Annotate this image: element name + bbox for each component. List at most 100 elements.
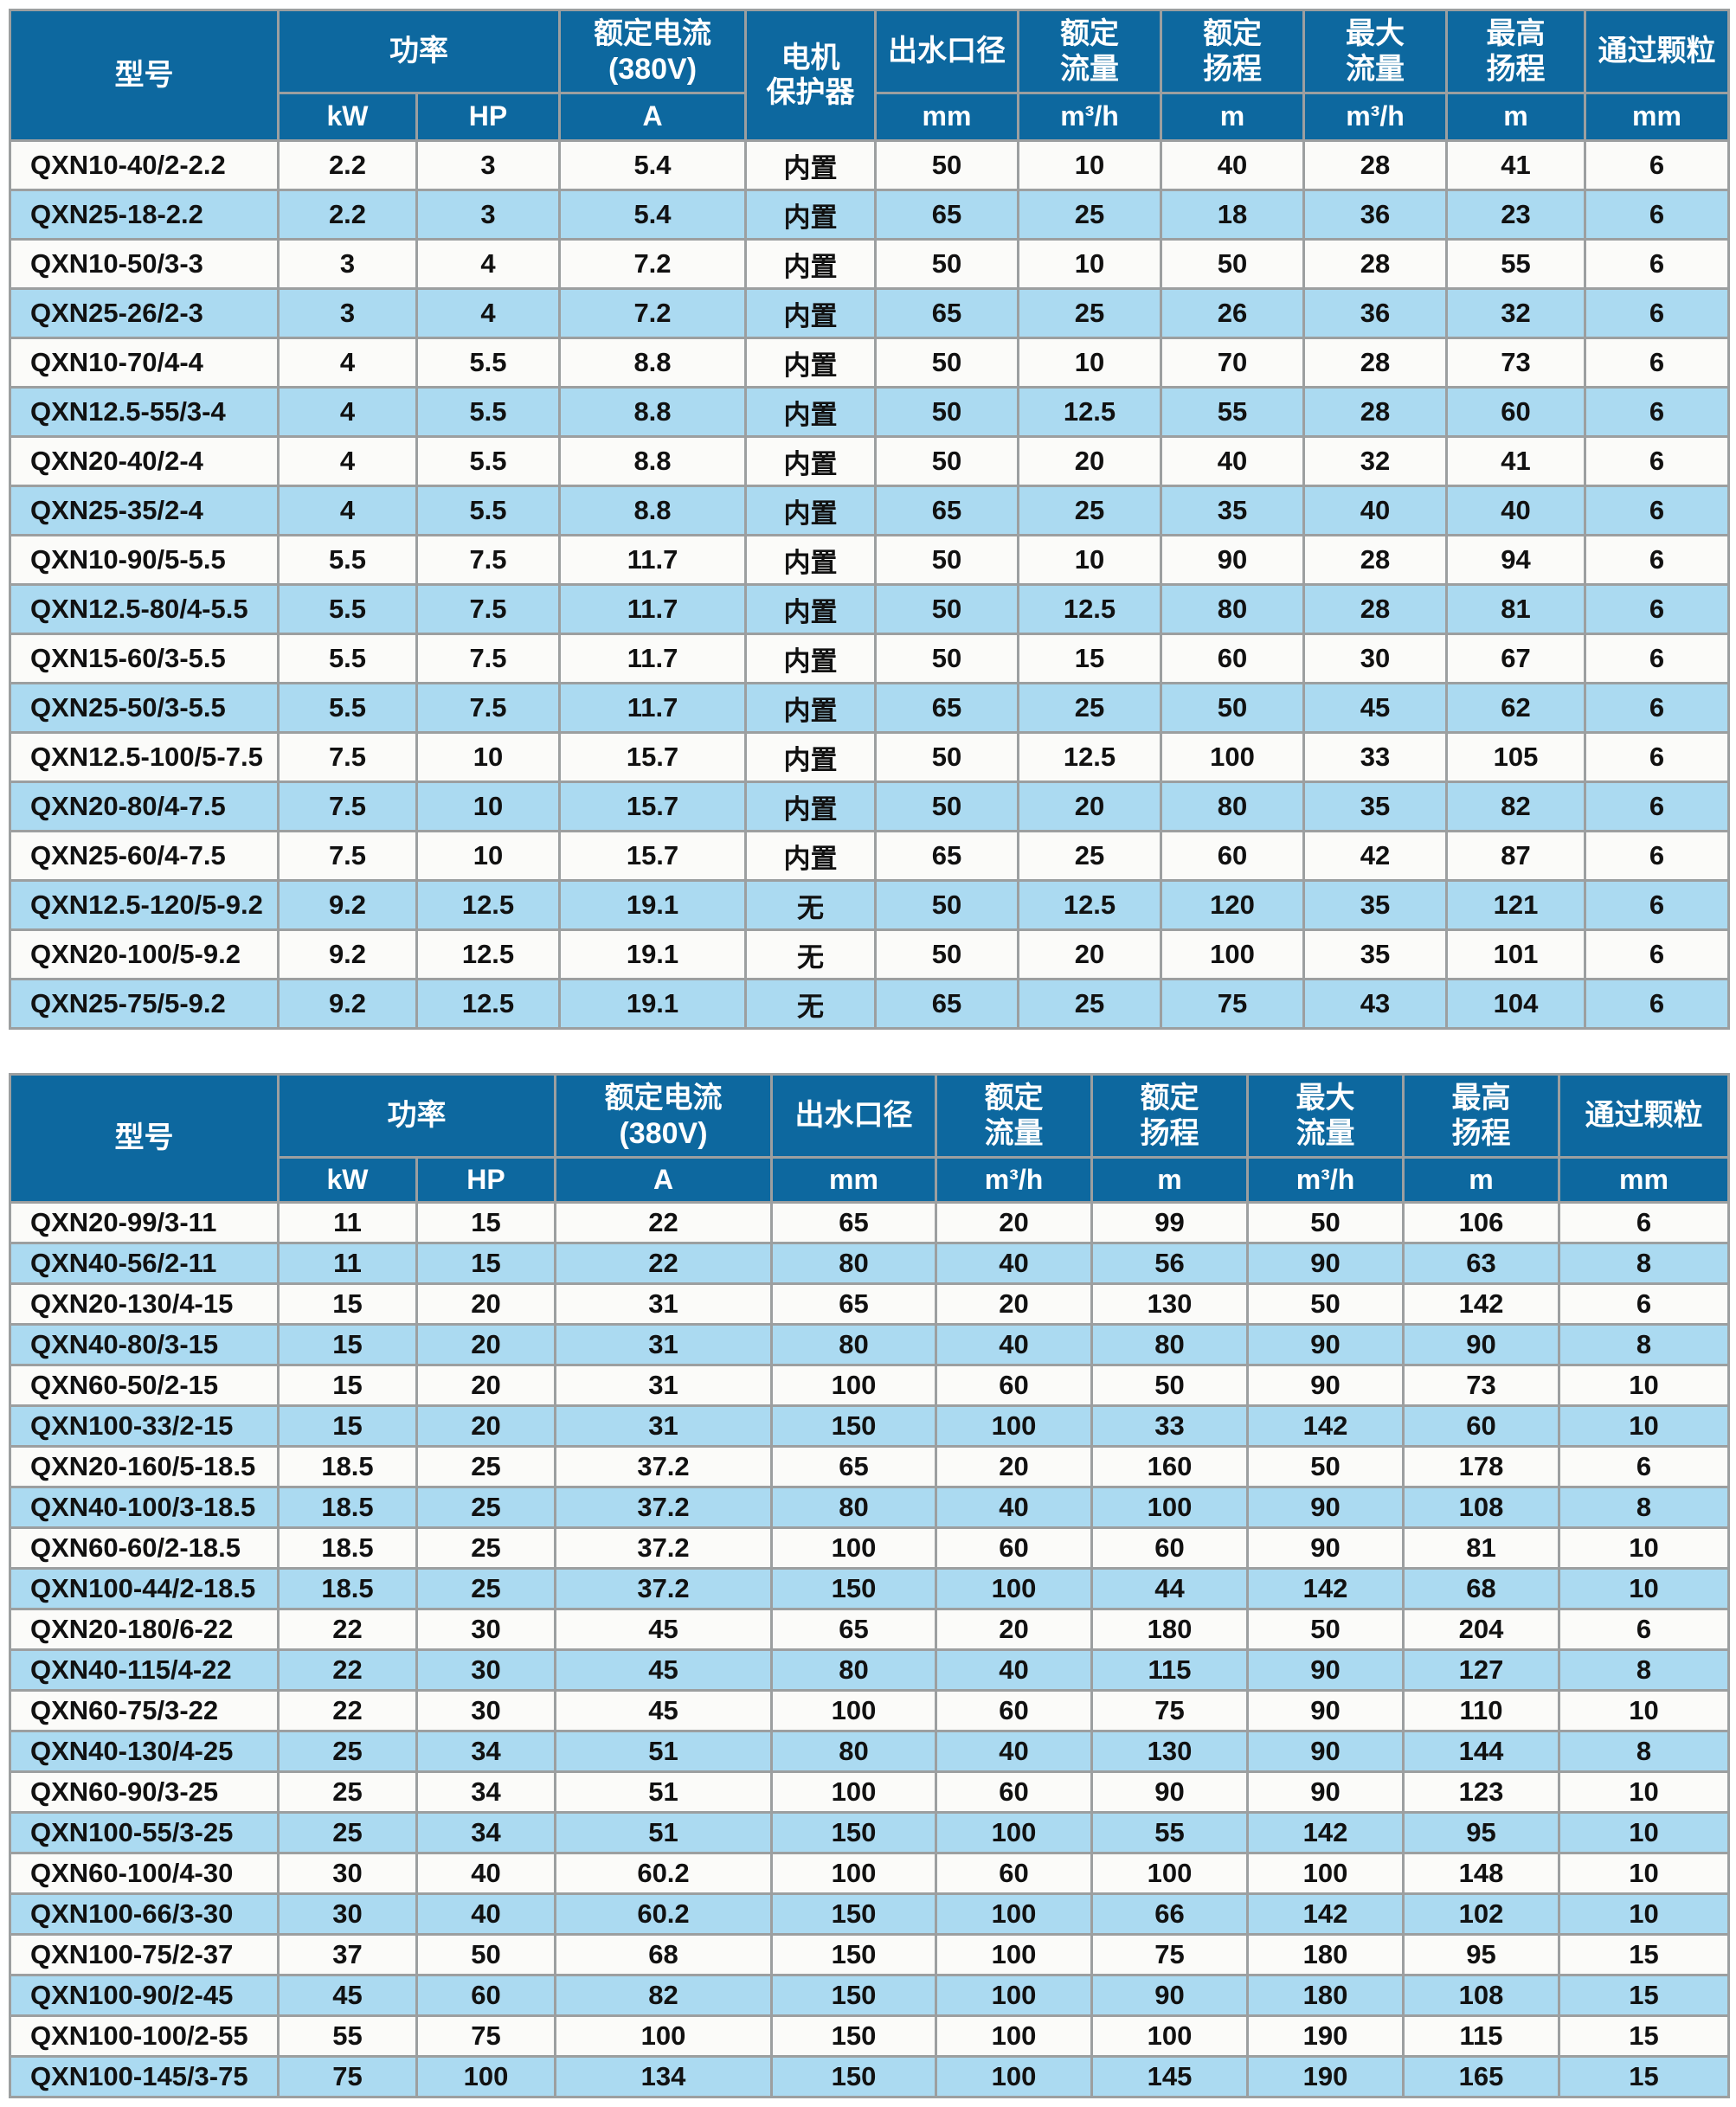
value-cell: 44 <box>1090 1567 1249 1610</box>
model-cell: QXN40-115/4-22 <box>9 1648 280 1692</box>
table-row: QXN60-90/3-25 25 34 51 100 60 90 90 123 10 <box>9 1770 1730 1814</box>
value-cell: 30 <box>415 1648 556 1692</box>
value-cell: 100 <box>770 1770 937 1814</box>
value-cell: 内置 <box>744 780 877 832</box>
value-cell: 15 <box>415 1201 556 1244</box>
model-cell: QXN20-80/4-7.5 <box>9 780 280 832</box>
unit-outlet-diameter: mm <box>770 1156 937 1204</box>
value-cell: 26 <box>1160 287 1305 339</box>
value-cell: 60 <box>1445 386 1586 438</box>
value-cell: 90 <box>1246 1770 1405 1814</box>
table-row: QXN60-60/2-18.5 18.5 25 37.2 100 60 60 90 81 10 <box>9 1526 1730 1570</box>
value-cell: 130 <box>1090 1282 1249 1326</box>
value-cell: 62 <box>1445 682 1586 734</box>
model-cell: QXN20-100/5-9.2 <box>9 928 280 980</box>
unit-rated-head: m <box>1160 92 1305 142</box>
value-cell: 40 <box>415 1852 556 1895</box>
value-cell: 7.5 <box>415 534 561 586</box>
table-row: QXN20-99/3-11 11 15 22 65 20 99 50 106 6 <box>9 1201 1730 1244</box>
value-cell: 50 <box>874 731 1019 783</box>
table-row: QXN40-80/3-15 15 20 31 80 40 80 90 90 8 <box>9 1323 1730 1366</box>
value-cell: 100 <box>770 1526 937 1570</box>
value-cell: 90 <box>1246 1323 1405 1366</box>
value-cell: 18 <box>1160 189 1305 241</box>
value-cell: 37.2 <box>554 1445 773 1488</box>
value-cell: 22 <box>554 1201 773 1244</box>
table-row: QXN20-180/6-22 22 30 45 65 20 180 50 204 6 <box>9 1608 1730 1651</box>
value-cell: 5.5 <box>277 583 418 635</box>
value-cell: 60.2 <box>554 1892 773 1936</box>
value-cell: 4 <box>277 435 418 487</box>
unit-max-flow: m³/h <box>1246 1156 1405 1204</box>
value-cell: 34 <box>415 1811 556 1854</box>
value-cell: 50 <box>1160 682 1305 734</box>
col-header-power: 功率 <box>277 1073 556 1159</box>
col-header-rated-flow: 额定 流量 <box>1017 9 1162 94</box>
model-cell: QXN20-40/2-4 <box>9 435 280 487</box>
value-cell: 100 <box>1246 1852 1405 1895</box>
value-cell: 40 <box>1445 485 1586 536</box>
value-cell: 内置 <box>744 386 877 438</box>
model-cell: QXN20-180/6-22 <box>9 1608 280 1651</box>
model-cell: QXN25-35/2-4 <box>9 485 280 536</box>
model-cell: QXN40-56/2-11 <box>9 1242 280 1285</box>
value-cell: 20 <box>1017 780 1162 832</box>
value-cell: 40 <box>935 1242 1093 1285</box>
value-cell: 100 <box>770 1689 937 1732</box>
col-header-rated-current: 额定电流 (380V) <box>558 9 747 94</box>
value-cell: 37.2 <box>554 1486 773 1529</box>
model-cell: QXN10-90/5-5.5 <box>9 534 280 586</box>
table-row: QXN20-130/4-15 15 20 31 65 20 130 50 142 6 <box>9 1282 1730 1326</box>
value-cell: 100 <box>1160 928 1305 980</box>
value-cell: 10 <box>1558 1770 1730 1814</box>
value-cell: 204 <box>1402 1608 1560 1651</box>
table-row: QXN10-70/4-4 4 5.5 8.8 内置 50 10 70 28 73 6 <box>9 337 1730 389</box>
table-row: QXN100-90/2-45 45 60 82 150 100 90 180 108 15 <box>9 1974 1730 2017</box>
value-cell: 100 <box>935 1811 1093 1854</box>
value-cell: 30 <box>415 1608 556 1651</box>
value-cell: 6 <box>1584 780 1730 832</box>
table-row: QXN40-130/4-25 25 34 51 80 40 130 90 144 8 <box>9 1730 1730 1773</box>
value-cell: 8 <box>1558 1242 1730 1285</box>
value-cell: 50 <box>874 435 1019 487</box>
value-cell: 134 <box>554 2055 773 2098</box>
table-row: QXN20-40/2-4 4 5.5 8.8 内置 50 20 40 32 41 6 <box>9 435 1730 487</box>
value-cell: 8.8 <box>558 485 747 536</box>
value-cell: 106 <box>1402 1201 1560 1244</box>
value-cell: 32 <box>1445 287 1586 339</box>
unit-rated-current: A <box>554 1156 773 1204</box>
value-cell: 10 <box>1558 1526 1730 1570</box>
value-cell: 50 <box>1246 1445 1405 1488</box>
value-cell: 内置 <box>744 238 877 290</box>
unit-rated-flow: m³/h <box>1017 92 1162 142</box>
value-cell: 56 <box>1090 1242 1249 1285</box>
value-cell: 142 <box>1246 1404 1405 1448</box>
value-cell: 150 <box>770 1811 937 1854</box>
value-cell: 108 <box>1402 1486 1560 1529</box>
model-cell: QXN25-75/5-9.2 <box>9 978 280 1030</box>
model-cell: QXN100-90/2-45 <box>9 1974 280 2017</box>
value-cell: 6 <box>1584 583 1730 635</box>
value-cell: 100 <box>770 1364 937 1407</box>
value-cell: 无 <box>744 879 877 931</box>
model-cell: QXN20-99/3-11 <box>9 1201 280 1244</box>
value-cell: 7.5 <box>415 633 561 684</box>
value-cell: 25 <box>1017 189 1162 241</box>
value-cell: 23 <box>1445 189 1586 241</box>
value-cell: 5.5 <box>415 386 561 438</box>
value-cell: 6 <box>1584 287 1730 339</box>
value-cell: 115 <box>1402 2014 1560 2058</box>
value-cell: 8 <box>1558 1648 1730 1692</box>
value-cell: 内置 <box>744 633 877 684</box>
value-cell: 80 <box>1160 583 1305 635</box>
unit-max-flow: m³/h <box>1302 92 1448 142</box>
value-cell: 6 <box>1584 238 1730 290</box>
model-cell: QXN100-33/2-15 <box>9 1404 280 1448</box>
model-cell: QXN10-70/4-4 <box>9 337 280 389</box>
value-cell: 190 <box>1246 2014 1405 2058</box>
value-cell: 60 <box>935 1689 1093 1732</box>
value-cell: 19.1 <box>558 928 747 980</box>
value-cell: 20 <box>415 1364 556 1407</box>
value-cell: 65 <box>874 830 1019 882</box>
value-cell: 15 <box>1558 1974 1730 2017</box>
